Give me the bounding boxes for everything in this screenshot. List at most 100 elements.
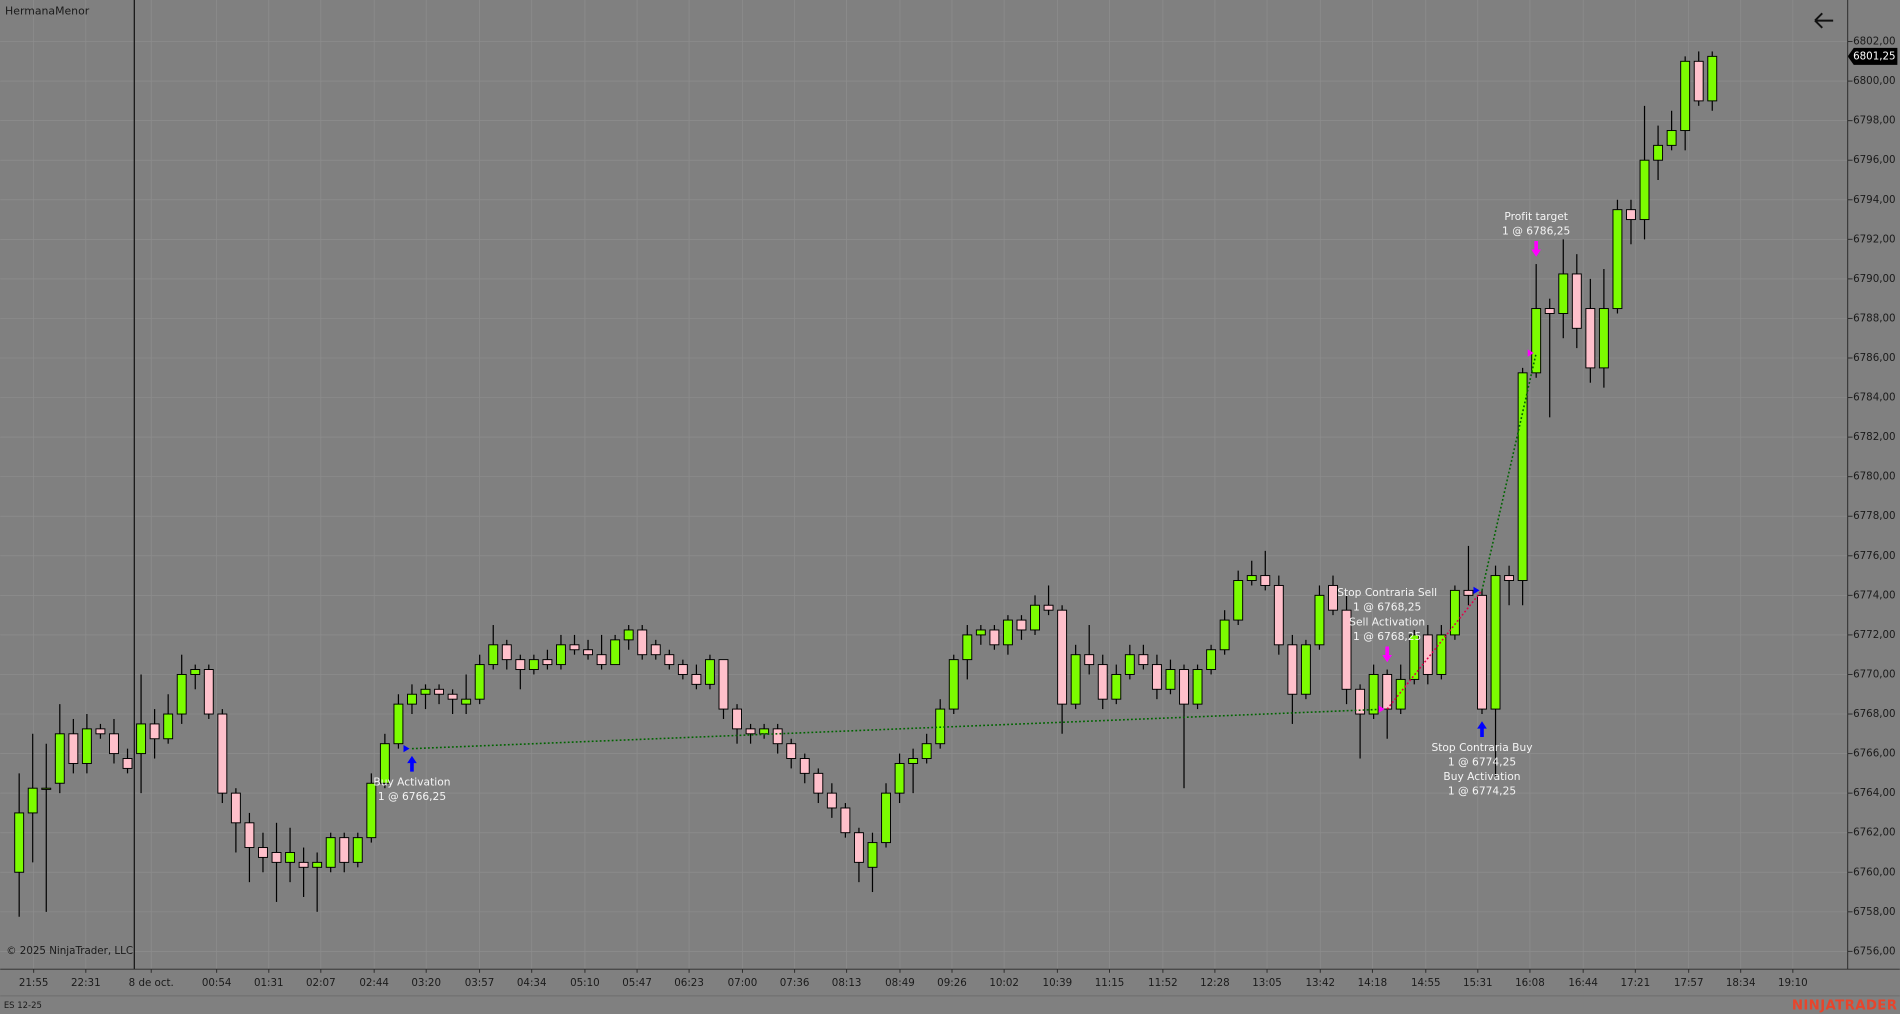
- back-button[interactable]: [1810, 10, 1837, 32]
- candle-body: [149, 723, 160, 740]
- x-tick-label: 13:05: [1252, 977, 1282, 989]
- execution-marker: [1473, 586, 1480, 595]
- execution-label: Sell Activation: [1349, 615, 1425, 628]
- execution-label: Buy Activation: [373, 776, 450, 789]
- candle-body: [14, 812, 25, 873]
- candle-body: [136, 723, 147, 755]
- execution-label: 1 @ 6766,25: [378, 790, 446, 803]
- candle-body: [488, 644, 499, 666]
- candle-body: [1449, 589, 1460, 636]
- x-tick-label: 08:13: [832, 977, 862, 989]
- candle-body: [1639, 159, 1650, 221]
- candle-body: [853, 832, 864, 863]
- candle-body: [1219, 619, 1230, 651]
- candle-body: [1151, 664, 1162, 690]
- execution-arrow: [1477, 721, 1487, 738]
- y-tick-label: 6764,00: [1853, 787, 1896, 799]
- candle-body: [962, 634, 973, 661]
- x-tick-label: 04:34: [517, 977, 547, 989]
- y-tick-label: 6774,00: [1853, 589, 1896, 601]
- x-tick-label: 17:21: [1620, 977, 1650, 989]
- candle-body: [786, 743, 797, 760]
- candle-body: [1016, 619, 1027, 631]
- x-tick-label: 03:57: [465, 977, 495, 989]
- candle-body: [1233, 580, 1244, 621]
- candle-body: [975, 629, 986, 636]
- candle-body: [569, 644, 580, 651]
- candle-body: [1097, 664, 1108, 700]
- candle-body: [1558, 273, 1569, 314]
- candle-body: [691, 673, 702, 685]
- candle-body: [759, 728, 770, 735]
- candle-body: [732, 708, 742, 730]
- copyright: © 2025 NinjaTrader, LLC: [6, 945, 133, 957]
- candle-body: [840, 807, 851, 834]
- candle-body: [610, 639, 621, 666]
- candle-body: [244, 822, 255, 849]
- candle-body: [27, 787, 38, 814]
- candle-body: [285, 851, 296, 863]
- x-tick-label: 19:10: [1778, 977, 1808, 989]
- y-tick-label: 6782,00: [1853, 431, 1896, 443]
- execution-label: 1 @ 6768,25: [1353, 601, 1421, 614]
- candle-body: [1057, 609, 1068, 705]
- x-tick-label: 06:23: [674, 977, 704, 989]
- candle-body: [339, 837, 350, 863]
- candle-body: [1490, 575, 1501, 710]
- candle-body: [1612, 209, 1623, 310]
- candle-body: [54, 733, 65, 784]
- candle-body: [704, 659, 715, 685]
- candle-body: [258, 847, 268, 858]
- candle-body: [813, 772, 824, 794]
- candle-body: [1626, 209, 1636, 221]
- candle-body: [1382, 673, 1393, 710]
- candle-body: [799, 758, 810, 774]
- candle-body: [596, 654, 607, 666]
- candle-body: [461, 698, 472, 705]
- y-tick-label: 6762,00: [1853, 827, 1896, 839]
- execution-marker: [1527, 349, 1534, 357]
- execution-label: Profit target: [1504, 210, 1568, 223]
- execution-label: Buy Activation: [1443, 770, 1520, 783]
- y-tick-label: 6786,00: [1853, 352, 1896, 364]
- candle-body: [447, 693, 458, 700]
- y-tick-label: 6766,00: [1853, 748, 1896, 760]
- x-tick-label: 15:31: [1463, 977, 1493, 989]
- y-tick-label: 6778,00: [1853, 510, 1896, 522]
- candle-body: [677, 664, 688, 675]
- y-tick-label: 6792,00: [1853, 233, 1896, 245]
- candle-body: [95, 728, 106, 735]
- candle-body: [1395, 678, 1406, 710]
- candle-body: [298, 861, 309, 868]
- y-tick-label: 6780,00: [1853, 471, 1896, 483]
- x-tick-label: 17:57: [1674, 977, 1704, 989]
- trade-line: [1386, 589, 1483, 710]
- candle-body: [163, 713, 174, 740]
- candle-body: [637, 629, 648, 656]
- candle-body: [407, 693, 417, 705]
- candle-body: [583, 649, 594, 656]
- x-tick-label: 11:52: [1148, 977, 1178, 989]
- candle-body: [1531, 308, 1542, 374]
- x-tick-label: 00:54: [202, 977, 232, 989]
- y-tick-label: 6760,00: [1853, 866, 1896, 878]
- candle-body: [1666, 130, 1677, 146]
- y-tick-label: 6802,00: [1853, 36, 1896, 48]
- candle-body: [501, 644, 512, 661]
- x-tick-label: 07:36: [780, 977, 810, 989]
- execution-arrow: [1382, 646, 1393, 663]
- y-tick-label: 6756,00: [1853, 945, 1896, 957]
- candle-body: [1124, 654, 1135, 675]
- candle-body: [1300, 644, 1311, 695]
- candle-body: [1598, 308, 1609, 369]
- candle-body: [1273, 584, 1284, 646]
- back-arrow-icon[interactable]: [1814, 12, 1834, 29]
- candle-body: [230, 792, 241, 824]
- candle-body: [881, 792, 891, 844]
- x-tick-label: 05:10: [570, 977, 600, 989]
- candle-body: [1084, 654, 1095, 666]
- candle-body: [190, 669, 201, 675]
- x-tick-label: 14:55: [1411, 977, 1441, 989]
- x-tick-label: 22:31: [71, 977, 101, 989]
